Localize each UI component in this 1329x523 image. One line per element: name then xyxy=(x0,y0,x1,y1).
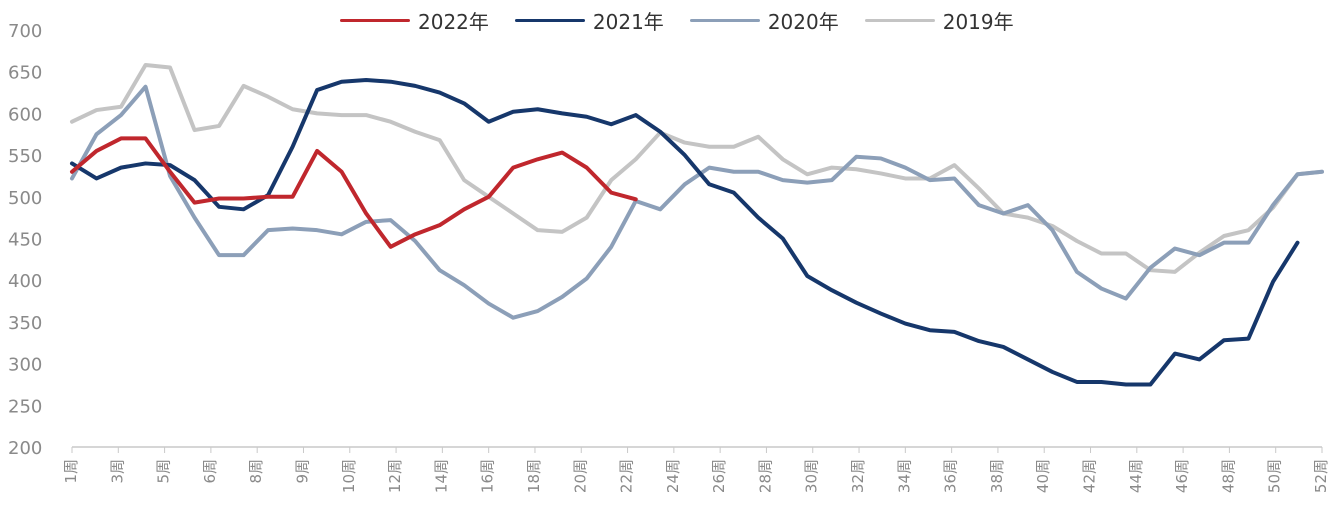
x-tick-label: 40周 xyxy=(1034,459,1052,493)
x-tick-label: 42周 xyxy=(1081,459,1099,493)
legend-item-2022: 2022年 xyxy=(340,6,489,35)
y-tick-label: 300 xyxy=(8,355,42,376)
x-tick-label: 26周 xyxy=(710,459,728,493)
x-tick-label: 12周 xyxy=(386,459,404,493)
y-tick-label: 400 xyxy=(8,271,42,292)
y-tick-label: 450 xyxy=(8,230,42,251)
x-tick-label: 28周 xyxy=(756,459,774,493)
x-tick-label: 1周 xyxy=(62,459,80,484)
x-tick-label: 24周 xyxy=(664,459,682,493)
legend-item-2020: 2020年 xyxy=(689,6,839,35)
x-tick-label: 52周 xyxy=(1312,459,1329,493)
x-tick-label: 38周 xyxy=(988,459,1006,493)
x-tick-label: 30周 xyxy=(803,459,821,493)
x-tick-label: 20周 xyxy=(571,459,589,493)
x-tick-label: 22周 xyxy=(618,459,636,493)
x-tick-label: 16周 xyxy=(479,459,497,493)
legend-label-2019: 2019年 xyxy=(942,10,1014,34)
y-tick-label: 350 xyxy=(8,313,42,334)
x-tick-label: 8周 xyxy=(247,459,265,484)
x-tick-label: 36周 xyxy=(942,459,960,493)
x-tick-label: 10周 xyxy=(340,459,358,493)
series-line-2022 xyxy=(70,136,638,249)
legend-label-2022: 2022年 xyxy=(418,10,489,34)
legend-swatch-2022 xyxy=(340,19,410,22)
legend-item-2019: 2019年 xyxy=(864,6,1014,35)
series-line-2019 xyxy=(70,63,1324,274)
legend: 2022年 2021年 2020年 2019年 xyxy=(340,6,1014,35)
legend-swatch-2020 xyxy=(689,19,760,22)
x-tick-label: 46周 xyxy=(1173,459,1191,493)
y-tick-label: 500 xyxy=(8,188,42,209)
x-tick-label: 5周 xyxy=(155,459,173,484)
x-tick-label: 14周 xyxy=(432,459,450,493)
y-tick-label: 250 xyxy=(8,396,42,417)
x-tick-label: 9周 xyxy=(293,459,311,484)
legend-label-2020: 2020年 xyxy=(767,10,839,34)
y-tick-label: 550 xyxy=(8,146,42,167)
series-line-2020 xyxy=(70,84,1324,320)
y-tick-label: 700 xyxy=(8,21,42,42)
x-tick-label: 34周 xyxy=(895,459,913,493)
x-tick-label: 48周 xyxy=(1219,459,1237,493)
series-line-2021 xyxy=(70,78,1300,387)
x-tick-label: 50周 xyxy=(1266,459,1284,493)
y-tick-label: 600 xyxy=(8,104,42,125)
x-tick-label: 32周 xyxy=(849,459,867,493)
y-tick-label: 650 xyxy=(8,63,42,84)
x-tick-label: 3周 xyxy=(108,459,126,484)
x-tick-label: 18周 xyxy=(525,459,543,493)
x-tick-label: 6周 xyxy=(201,459,219,484)
legend-item-2021: 2021年 xyxy=(514,6,664,35)
legend-swatch-2021 xyxy=(514,19,585,22)
x-tick-label: 44周 xyxy=(1127,459,1145,493)
legend-swatch-2019 xyxy=(864,19,935,22)
legend-label-2021: 2021年 xyxy=(592,10,664,34)
y-tick-label: 200 xyxy=(8,438,42,459)
